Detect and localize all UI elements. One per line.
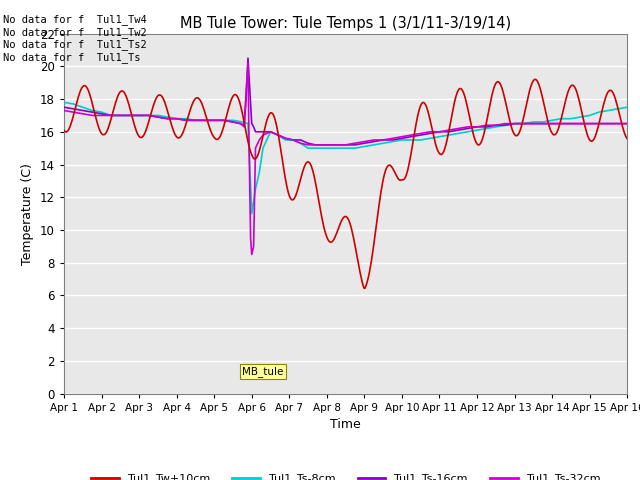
- Text: No data for f  Tul1_Tw4
No data for f  Tul1_Tw2
No data for f  Tul1_Ts2
No data : No data for f Tul1_Tw4 No data for f Tul…: [3, 14, 147, 63]
- Y-axis label: Temperature (C): Temperature (C): [21, 163, 35, 264]
- X-axis label: Time: Time: [330, 418, 361, 431]
- Legend: Tul1_Tw+10cm, Tul1_Ts-8cm, Tul1_Ts-16cm, Tul1_Ts-32cm: Tul1_Tw+10cm, Tul1_Ts-8cm, Tul1_Ts-16cm,…: [86, 469, 605, 480]
- Text: MB_tule: MB_tule: [243, 366, 284, 377]
- Title: MB Tule Tower: Tule Temps 1 (3/1/11-3/19/14): MB Tule Tower: Tule Temps 1 (3/1/11-3/19…: [180, 16, 511, 31]
